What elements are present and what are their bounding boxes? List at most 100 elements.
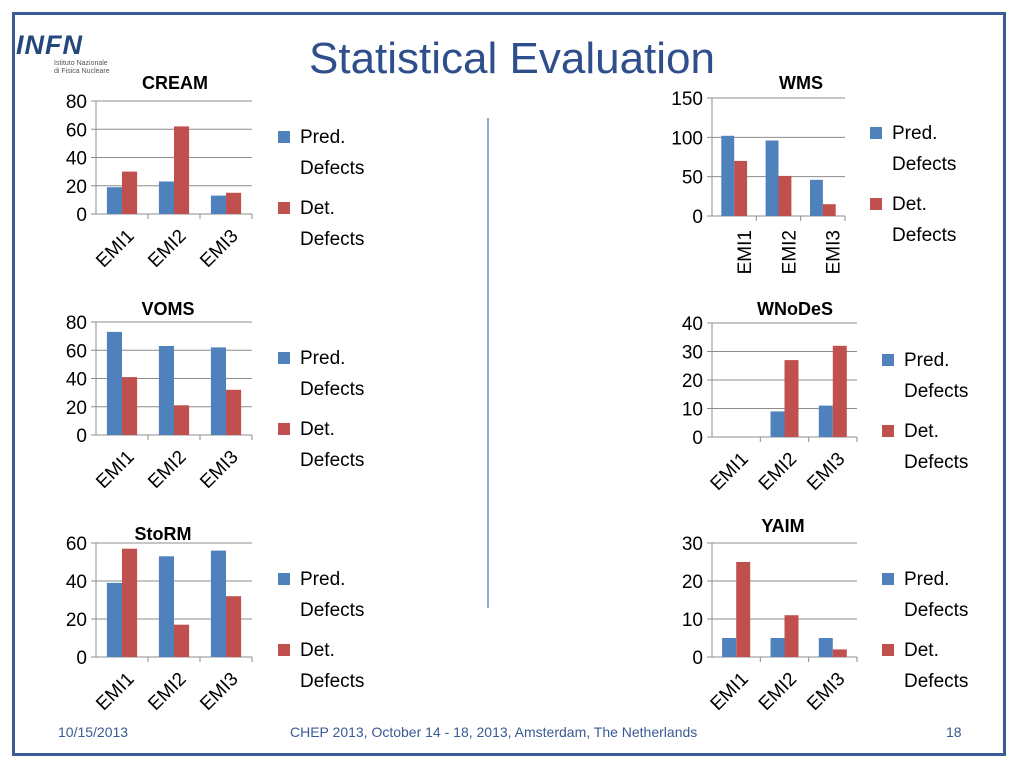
storm-legend-swatch-det [278,644,290,656]
yaim-x-tick-label: EMI3 [803,669,849,715]
voms-legend-label-det: Det. Defects [300,419,364,471]
cream-legend-label-pred: Pred. Defects [300,127,364,179]
yaim-y-tick-label: 0 [692,648,703,669]
voms-legend-label-pred: Pred. Defects [300,348,364,400]
voms-y-tick-label: 80 [66,313,87,334]
wnodes-y-tick-label: 10 [682,400,703,421]
cream-bar-det-emi1 [122,171,138,214]
wms-x-tick-label: EMI1 [735,230,756,274]
storm-legend-swatch-pred [278,573,290,585]
footer-date: 10/15/2013 [58,724,129,740]
voms-legend-swatch-pred [278,352,290,364]
yaim-y-tick-label: 20 [682,572,703,593]
wnodes-x-tick-label: EMI1 [707,449,753,495]
yaim-x-tick-label: EMI2 [755,669,801,715]
cream-bar-pred-emi3 [210,195,226,214]
yaim-bar-pred-emi2 [770,638,785,657]
storm-y-tick-label: 40 [66,572,87,593]
wms-y-tick-label: 0 [692,207,703,228]
wms-legend-label-det: Det. Defects [892,194,956,246]
storm-legend-label-det: Det. Defects [300,640,364,692]
yaim-legend-label-det: Det. Defects [904,640,968,692]
wnodes-y-tick-label: 0 [692,428,703,449]
storm-chart-title: StoRM [135,524,192,544]
voms-x-tick-label: EMI1 [92,447,138,493]
wms-bar-pred-emi3 [810,179,823,216]
voms-bar-pred-emi2 [158,346,174,435]
cream-legend-swatch-pred [278,131,290,143]
wms-legend-label-pred: Pred. Defects [892,123,956,175]
yaim-bar-det-emi3 [832,649,847,657]
storm-y-tick-label: 60 [66,534,87,555]
wnodes-bar-det-emi2 [784,360,799,437]
voms-y-tick-label: 40 [66,370,87,391]
voms-chart-title: VOMS [141,299,194,319]
storm-bar-det-emi2 [174,624,190,657]
yaim-legend-label-pred: Pred. Defects [904,569,968,621]
wms-bar-pred-emi1 [721,135,735,216]
wnodes-x-tick-label: EMI2 [755,449,801,495]
wnodes-y-tick-label: 40 [682,314,703,335]
storm-y-tick-label: 20 [66,610,87,631]
yaim-chart-title: YAIM [761,516,804,536]
voms-bar-det-emi1 [122,377,138,435]
yaim-bar-det-emi2 [784,615,799,657]
cream-chart-title: CREAM [142,73,208,93]
footer-center-text: CHEP 2013, October 14 - 18, 2013, Amster… [290,724,698,740]
wms-chart-title: WMS [779,73,823,93]
wnodes-chart-title: WNoDeS [757,299,833,319]
storm-y-tick-label: 0 [76,648,87,669]
wms-bar-det-emi3 [822,204,836,216]
cream-x-tick-label: EMI3 [196,226,242,272]
voms-x-tick-label: EMI2 [144,447,190,493]
cream-y-tick-label: 40 [66,149,87,170]
voms-bar-pred-emi1 [106,331,122,435]
footer-page-number: 18 [946,724,962,740]
storm-bar-det-emi1 [122,548,138,657]
storm-x-tick-label: EMI2 [144,669,190,715]
yaim-bar-pred-emi3 [818,638,833,657]
voms-bar-pred-emi3 [210,347,226,435]
wnodes-legend-label-pred: Pred. Defects [904,350,968,402]
voms-bar-det-emi3 [226,389,242,435]
cream-y-tick-label: 60 [66,120,87,141]
yaim-bar-det-emi1 [736,562,751,657]
cream-y-tick-label: 20 [66,177,87,198]
wms-y-tick-label: 50 [682,168,703,189]
cream-bar-pred-emi2 [158,181,174,214]
logo-name: INFN [16,30,83,60]
wms-bar-det-emi1 [734,160,748,216]
wms-bar-det-emi2 [778,175,792,216]
yaim-bar-pred-emi1 [722,638,737,657]
wms-x-tick-label: EMI2 [779,230,800,274]
slide-frame [12,12,1006,756]
wnodes-legend-label-det: Det. Defects [904,421,968,473]
wms-x-tick-label: EMI3 [824,230,845,274]
cream-bar-det-emi2 [174,126,190,214]
logo-subtitle-line1: Istituto Nazionale [54,60,108,67]
cream-bar-det-emi3 [226,192,242,214]
cream-bar-pred-emi1 [106,187,122,214]
wnodes-bar-pred-emi3 [818,405,833,437]
voms-bar-det-emi2 [174,405,190,435]
wms-bar-pred-emi2 [765,140,779,216]
cream-legend-label-det: Det. Defects [300,198,364,250]
wnodes-x-tick-label: EMI3 [803,449,849,495]
voms-legend-swatch-det [278,423,290,435]
wms-legend-swatch-det [870,198,882,210]
storm-legend-label-pred: Pred. Defects [300,569,364,621]
cream-x-tick-label: EMI1 [92,226,138,272]
wnodes-y-tick-label: 30 [682,343,703,364]
wnodes-bar-pred-emi2 [770,411,785,437]
storm-bar-pred-emi1 [106,582,122,657]
voms-y-tick-label: 60 [66,341,87,362]
yaim-legend-swatch-det [882,644,894,656]
wnodes-y-tick-label: 20 [682,371,703,392]
yaim-legend-swatch-pred [882,573,894,585]
voms-y-tick-label: 0 [76,426,87,447]
cream-y-tick-label: 0 [76,205,87,226]
wms-legend-swatch-pred [870,127,882,139]
cream-y-tick-label: 80 [66,92,87,113]
yaim-x-tick-label: EMI1 [707,669,753,715]
